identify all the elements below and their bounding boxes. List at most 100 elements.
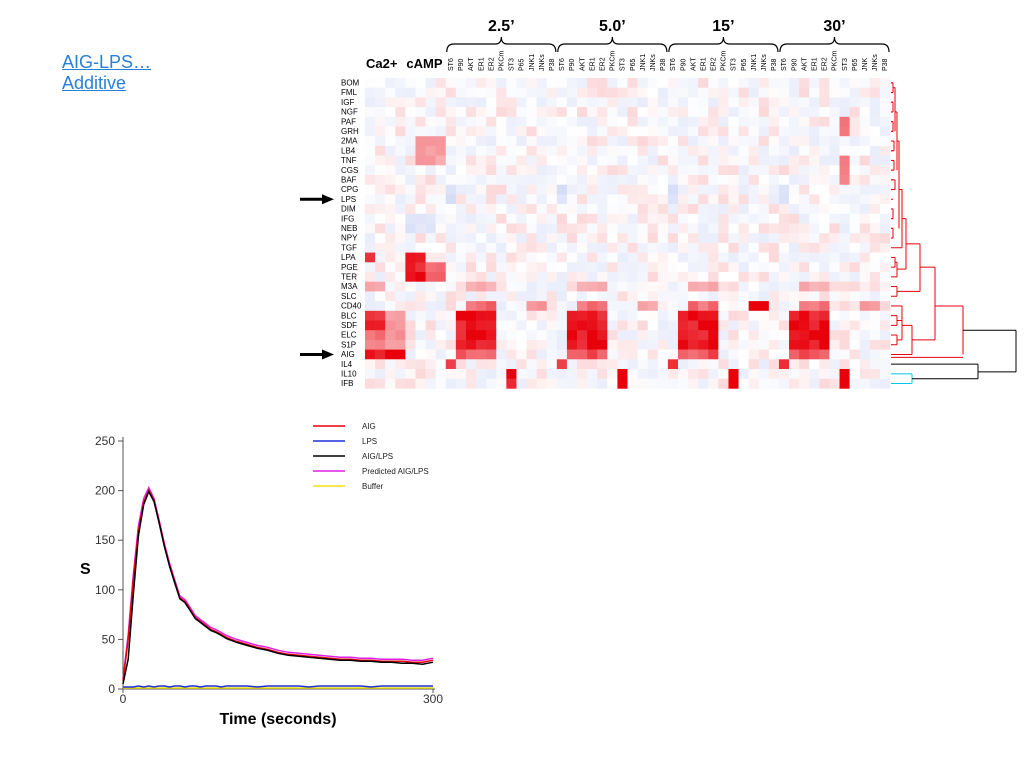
heatmap-cell	[496, 369, 507, 379]
heatmap-cell	[627, 107, 638, 118]
heatmap-cell	[455, 213, 467, 224]
heatmap-cell	[748, 242, 760, 253]
right-arrow-icon	[322, 349, 334, 360]
heatmap-cell	[496, 145, 507, 156]
heatmap-cell	[375, 330, 386, 341]
heatmap-cell	[496, 116, 507, 127]
heatmap-cell	[516, 145, 527, 156]
heatmap-cell	[415, 330, 426, 341]
heatmap-cell	[768, 301, 780, 312]
column-label: P65	[519, 58, 526, 71]
heatmap-cell	[789, 194, 800, 205]
heatmap-cell	[365, 165, 376, 176]
heatmap-cell	[405, 116, 416, 127]
heatmap-cell	[637, 116, 648, 127]
heatmap-cell	[425, 213, 436, 224]
heatmap-cell	[647, 145, 659, 156]
heatmap-cell	[859, 223, 871, 234]
heatmap-cell	[768, 233, 780, 244]
heatmap-cell	[486, 126, 497, 137]
heatmap-cell	[698, 165, 709, 176]
heatmap-cell	[597, 310, 608, 321]
heatmap-cell	[516, 252, 527, 263]
heatmap-cell	[688, 330, 699, 341]
heatmap-cell	[789, 204, 800, 215]
heatmap-cell	[698, 213, 709, 224]
heatmap-cell	[839, 155, 850, 166]
heatmap-cell	[789, 252, 800, 263]
heatmap-cell	[758, 213, 770, 224]
heatmap-cell	[486, 223, 497, 234]
heatmap-cell	[435, 252, 447, 263]
heatmap-cell	[566, 97, 578, 108]
heatmap-cell	[445, 145, 457, 156]
heatmap-cell	[607, 97, 618, 108]
heatmap-cell	[789, 349, 800, 360]
heatmap-cell	[506, 165, 517, 176]
heatmap-cell	[637, 126, 648, 137]
heatmap-cell	[526, 136, 537, 147]
heatmap-cell	[465, 242, 477, 253]
heatmap-cell	[526, 339, 537, 350]
heatmap-cell	[869, 184, 881, 195]
heatmap-cell	[657, 126, 669, 137]
heatmap-cell	[698, 369, 709, 379]
heatmap-cell	[819, 291, 830, 302]
link-aig-lps[interactable]: AIG-LPS…	[62, 52, 152, 72]
heatmap-cell	[637, 378, 648, 389]
heatmap-cell	[879, 155, 891, 166]
heatmap-cell	[627, 145, 638, 156]
heatmap-cell	[627, 281, 638, 292]
heatmap-cell	[536, 87, 548, 98]
heatmap-cell	[476, 262, 487, 273]
heatmap-cell	[566, 349, 578, 360]
heatmap-cell	[738, 155, 749, 166]
heatmap-cell	[698, 175, 709, 185]
heatmap-cell	[536, 175, 548, 185]
heatmap-cell	[486, 107, 497, 118]
heatmap-cell	[839, 369, 850, 379]
heatmap-cell	[365, 339, 376, 350]
heatmap-cell	[536, 310, 548, 321]
heatmap-cell	[425, 175, 436, 185]
heatmap-cell	[365, 281, 376, 292]
heatmap-cell	[667, 87, 679, 98]
heatmap-cell	[839, 359, 850, 370]
heatmap-cell	[809, 213, 820, 224]
heatmap-cell	[556, 87, 568, 98]
heatmap-cell	[688, 136, 699, 147]
heatmap-cell	[758, 330, 770, 341]
heatmap-cell	[869, 359, 881, 370]
heatmap-cell	[829, 262, 840, 273]
heatmap-cell	[506, 291, 517, 302]
heatmap-cell	[839, 116, 850, 127]
heatmap-cell	[607, 136, 618, 147]
heatmap-cell	[496, 126, 507, 137]
heatmap-cell	[688, 194, 699, 205]
heatmap-cell	[849, 359, 861, 370]
heatmap-cell	[566, 233, 578, 244]
heatmap-cell	[829, 233, 840, 244]
heatmap-cell	[829, 204, 840, 215]
heatmap-cell	[667, 339, 679, 350]
heatmap-cell	[728, 242, 739, 253]
heatmap-cell	[839, 320, 850, 331]
heatmap-cell	[476, 301, 487, 312]
heatmap-cell	[455, 136, 467, 147]
heatmap-cell	[375, 165, 386, 176]
heatmap-cell	[375, 78, 386, 88]
heatmap-cell	[415, 165, 426, 176]
heatmap-cell	[597, 107, 608, 118]
heatmap-cell	[597, 126, 608, 137]
heatmap-cell	[506, 136, 517, 147]
heatmap-cell	[597, 242, 608, 253]
heatmap-cell	[819, 155, 830, 166]
heatmap-cell	[465, 330, 477, 341]
link-additive[interactable]: Additive	[62, 73, 127, 93]
heatmap-cell	[546, 165, 558, 176]
heatmap-cell	[799, 107, 810, 118]
heatmap-cell	[486, 281, 497, 292]
heatmap-cell	[455, 145, 467, 156]
heatmap-cell	[597, 359, 608, 370]
column-label: JNKs	[539, 54, 546, 71]
